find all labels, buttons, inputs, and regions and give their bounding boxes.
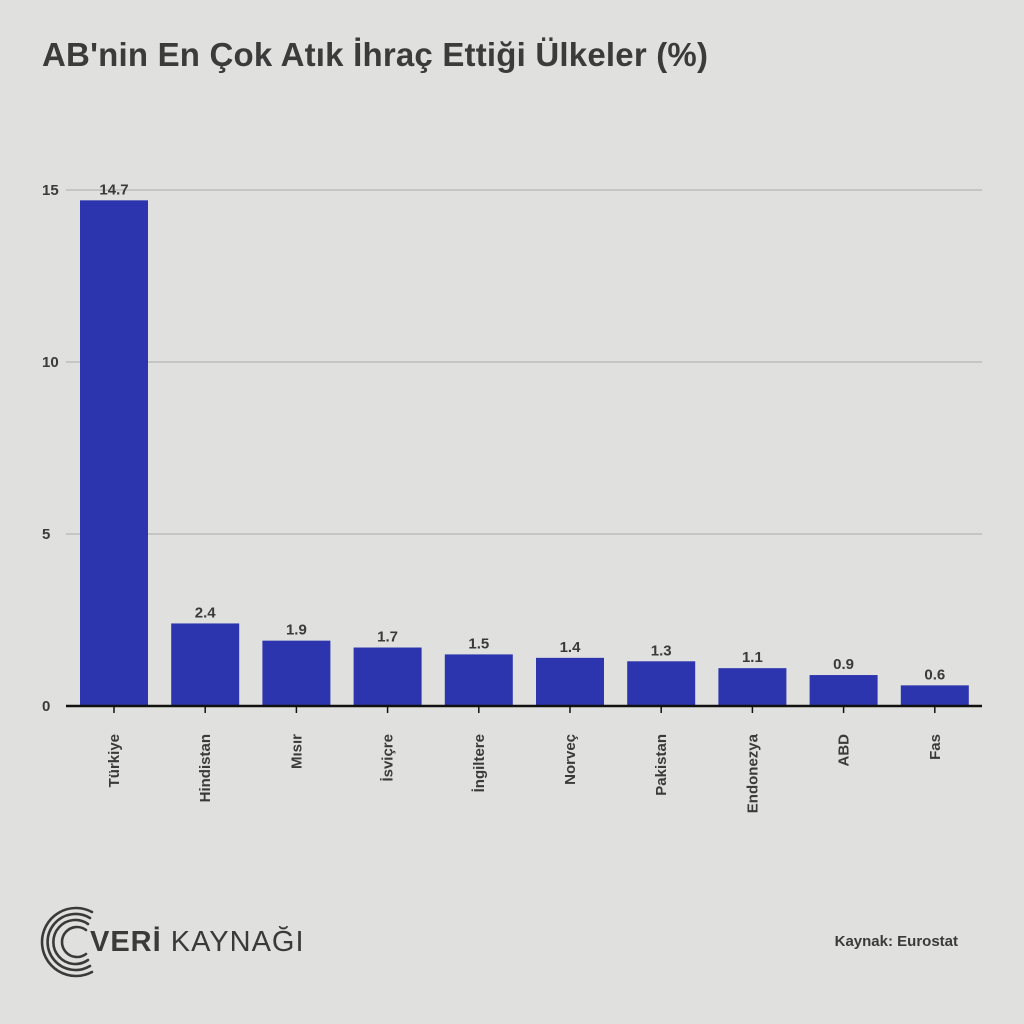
bar (718, 668, 787, 706)
category-label: Hindistan (197, 734, 214, 802)
x-axis (66, 704, 982, 713)
data-label: 1.5 (468, 635, 489, 652)
logo-text-bold: VERİ (90, 926, 162, 958)
logo-swirl-icon (40, 906, 94, 978)
chart-title: AB'nin En Çok Atık İhraç Ettiği Ülkeler … (42, 36, 709, 73)
bar (627, 661, 696, 706)
category-label: İngiltere (471, 734, 488, 792)
logo-text: VERİ KAYNAĞI (90, 926, 305, 959)
data-label: 2.4 (195, 604, 217, 621)
data-labels: 14.7 2.4 1.9 1.7 1.5 1.4 1.3 1.1 0.9 0.6 (99, 181, 945, 683)
y-tick-label: 10 (42, 354, 59, 371)
category-labels: Türkiye Hindistan Mısır İsviçre İngiltere Nor… (106, 733, 944, 813)
category-label: ABD (836, 734, 853, 767)
data-label: 1.7 (377, 629, 398, 646)
y-tick-label: 0 (42, 698, 50, 715)
category-label: İsviçre (380, 734, 397, 782)
bar (900, 685, 969, 706)
bar (536, 657, 604, 706)
data-label: 1.9 (286, 622, 307, 639)
logo-text-light: KAYNAĞI (161, 926, 305, 958)
y-axis-tick-labels: 0 5 10 15 (42, 182, 59, 715)
bar (80, 200, 148, 706)
category-label: Endonezya (744, 733, 761, 813)
bar (262, 640, 331, 706)
data-label: 14.7 (99, 181, 128, 198)
gridlines (66, 189, 982, 535)
bar (809, 675, 878, 706)
category-label: Mısır (288, 734, 305, 769)
data-label: 1.1 (742, 649, 763, 666)
data-label: 1.4 (560, 639, 582, 656)
bars (80, 200, 969, 706)
data-label: 1.3 (651, 642, 672, 659)
data-label: 0.6 (924, 666, 945, 683)
category-label: Türkiye (106, 734, 123, 787)
bar (353, 647, 422, 706)
category-label: Fas (927, 734, 944, 760)
bar (171, 623, 240, 706)
data-label: 0.9 (833, 656, 854, 673)
source-label: Kaynak: Eurostat (834, 933, 958, 950)
category-label: Norveç (562, 734, 579, 785)
bar (444, 654, 513, 706)
category-label: Pakistan (653, 734, 670, 796)
y-tick-label: 5 (42, 526, 50, 543)
y-tick-label: 15 (42, 182, 59, 199)
